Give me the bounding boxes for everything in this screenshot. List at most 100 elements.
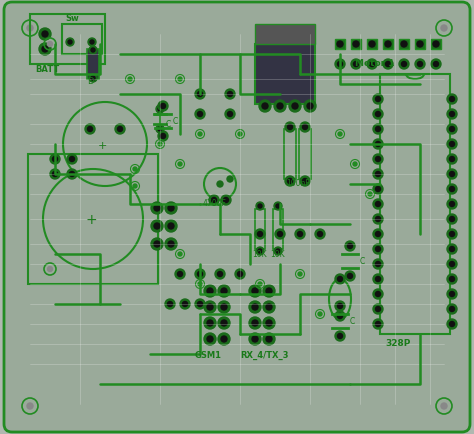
Circle shape	[158, 127, 162, 131]
Circle shape	[215, 269, 225, 279]
Bar	[30, 14, 105, 64]
Circle shape	[39, 43, 51, 55]
Circle shape	[335, 274, 345, 284]
Circle shape	[399, 59, 409, 69]
Circle shape	[373, 94, 383, 104]
Bar	[255, 24, 315, 44]
Bar	[431, 39, 441, 49]
Circle shape	[258, 249, 262, 253]
Circle shape	[373, 154, 383, 164]
Circle shape	[277, 103, 283, 109]
Circle shape	[302, 178, 308, 184]
Circle shape	[373, 259, 383, 269]
Circle shape	[375, 231, 381, 237]
Circle shape	[449, 306, 455, 312]
Circle shape	[221, 288, 227, 294]
Circle shape	[449, 322, 455, 326]
Circle shape	[447, 199, 457, 209]
Circle shape	[221, 336, 227, 342]
Circle shape	[204, 301, 216, 313]
Circle shape	[53, 171, 57, 177]
Circle shape	[375, 141, 381, 147]
Bar	[62, 24, 102, 54]
Circle shape	[27, 403, 33, 409]
Circle shape	[238, 132, 242, 136]
Circle shape	[351, 59, 361, 69]
Circle shape	[337, 313, 343, 319]
Circle shape	[198, 272, 202, 276]
Circle shape	[335, 301, 345, 311]
Circle shape	[168, 205, 174, 211]
Circle shape	[337, 41, 343, 47]
Circle shape	[434, 62, 438, 66]
Circle shape	[449, 217, 455, 221]
Circle shape	[373, 199, 383, 209]
Circle shape	[154, 205, 160, 211]
Text: +: +	[86, 213, 98, 227]
Circle shape	[295, 229, 305, 239]
Circle shape	[70, 157, 74, 161]
Circle shape	[66, 38, 74, 46]
Circle shape	[252, 288, 258, 294]
Circle shape	[178, 252, 182, 256]
Circle shape	[85, 124, 95, 134]
Circle shape	[154, 241, 160, 247]
Circle shape	[266, 288, 272, 294]
Circle shape	[263, 285, 275, 297]
Circle shape	[167, 302, 173, 306]
Circle shape	[449, 126, 455, 132]
Circle shape	[449, 157, 455, 161]
Bar	[273, 209, 283, 249]
Circle shape	[354, 62, 358, 66]
Circle shape	[256, 202, 264, 210]
Circle shape	[88, 126, 92, 132]
Circle shape	[89, 46, 97, 54]
Text: C: C	[173, 117, 178, 126]
Circle shape	[252, 304, 258, 310]
Circle shape	[367, 59, 377, 69]
Circle shape	[195, 109, 205, 119]
Circle shape	[337, 62, 343, 66]
Circle shape	[249, 317, 261, 329]
Circle shape	[338, 132, 342, 136]
Circle shape	[218, 285, 230, 297]
Circle shape	[449, 231, 455, 237]
Circle shape	[373, 319, 383, 329]
Circle shape	[373, 274, 383, 284]
Bar	[383, 39, 393, 49]
Text: GSM1: GSM1	[195, 351, 222, 360]
Text: Motor 1: Motor 1	[355, 59, 394, 68]
Circle shape	[415, 59, 425, 69]
Circle shape	[50, 169, 60, 179]
Bar	[255, 44, 315, 104]
Circle shape	[158, 101, 168, 111]
Circle shape	[158, 131, 168, 141]
Circle shape	[70, 171, 74, 177]
Circle shape	[447, 154, 457, 164]
Circle shape	[221, 195, 231, 205]
Circle shape	[204, 333, 216, 345]
Circle shape	[47, 266, 53, 272]
Circle shape	[335, 59, 345, 69]
Circle shape	[168, 223, 174, 229]
Circle shape	[401, 41, 407, 47]
Circle shape	[345, 241, 355, 251]
Circle shape	[221, 320, 227, 326]
Circle shape	[91, 76, 95, 80]
Circle shape	[168, 241, 174, 247]
Circle shape	[418, 62, 422, 66]
Circle shape	[180, 299, 190, 309]
Circle shape	[133, 184, 137, 188]
Circle shape	[151, 220, 163, 232]
Circle shape	[258, 282, 262, 286]
Circle shape	[375, 201, 381, 207]
Circle shape	[88, 38, 96, 46]
Circle shape	[195, 299, 205, 309]
Circle shape	[383, 59, 393, 69]
Circle shape	[276, 249, 280, 253]
Circle shape	[42, 31, 48, 37]
Circle shape	[307, 103, 313, 109]
Circle shape	[375, 247, 381, 251]
Circle shape	[447, 214, 457, 224]
Circle shape	[447, 229, 457, 239]
